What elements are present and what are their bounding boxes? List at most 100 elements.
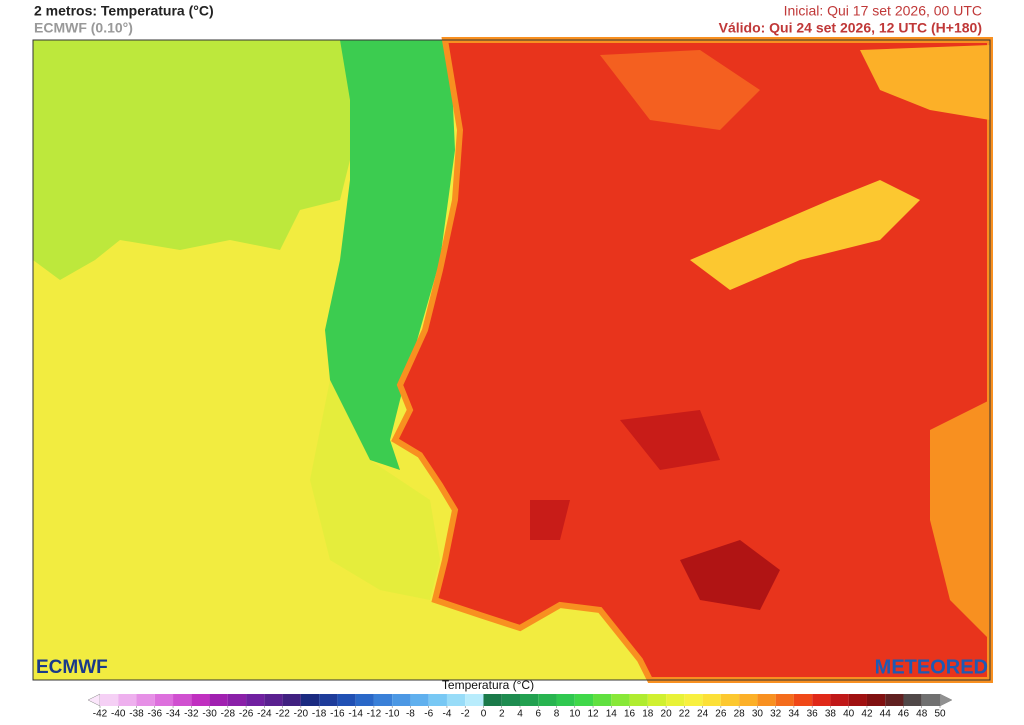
valid-time: Válido: Qui 24 set 2026, 12 UTC (H+180): [719, 20, 982, 36]
colorbar-segment: [465, 694, 484, 706]
colorbar-arrow-high: [939, 693, 953, 707]
colorbar-tick-label: 42: [861, 709, 873, 720]
colorbar-tick-label: -28: [221, 709, 236, 720]
colorbar-segment: [848, 694, 867, 706]
colorbar-segment: [720, 694, 740, 706]
colorbar-tick-label: -6: [424, 709, 433, 720]
colorbar-segment: [611, 694, 630, 706]
colorbar-segment: [666, 694, 685, 706]
colorbar-segment: [154, 694, 174, 706]
colorbar-segment: [446, 694, 466, 706]
map: [32, 37, 993, 683]
colorbar-tick-label: -8: [406, 709, 415, 720]
colorbar-segment: [227, 694, 247, 706]
colorbar-tick-label: 26: [715, 709, 727, 720]
colorbar-tick-label: 46: [898, 709, 910, 720]
colorbar-segment: [191, 694, 210, 706]
colorbar-segment: [282, 694, 301, 706]
colorbar-segment: [574, 694, 594, 706]
colorbar-segment: [812, 694, 831, 706]
ecmwf-logo: ECMWF: [36, 657, 108, 678]
colorbar-tick-label: 20: [661, 709, 673, 720]
colorbar-segment: [629, 694, 648, 706]
colorbar-tick-label: -36: [148, 709, 163, 720]
initial-time: Inicial: Qui 17 set 2026, 00 UTC: [784, 3, 982, 19]
mountains: [930, 400, 990, 640]
colorbar-segment: [866, 694, 886, 706]
hot-area: [680, 540, 780, 610]
colorbar-tick-label: -20: [294, 709, 309, 720]
colorbar-tick-label: -22: [275, 709, 290, 720]
ocean-mild: [33, 40, 380, 280]
colorbar-segment: [793, 694, 813, 706]
colorbar-segment: [684, 694, 703, 706]
colorbar-tick-label: -18: [312, 709, 327, 720]
colorbar-segment: [264, 694, 283, 706]
colorbar-tick-label: -12: [367, 709, 382, 720]
colorbar-tick-label: 38: [825, 709, 837, 720]
mountains: [860, 45, 990, 120]
colorbar-tick-label: 4: [517, 709, 523, 720]
colorbar-segment: [921, 694, 940, 706]
colorbar-segment: [538, 694, 557, 706]
map-title: 2 metros: Temperatura (°C): [34, 3, 214, 19]
colorbar-tick-label: 30: [752, 709, 764, 720]
colorbar-tick-label: -38: [129, 709, 144, 720]
colorbar-segment: [903, 694, 922, 706]
colorbar-segment: [775, 694, 794, 706]
colorbar-tick-label: 10: [569, 709, 581, 720]
land-warm: [600, 50, 760, 130]
model-label: ECMWF (0.10°): [34, 20, 133, 36]
colorbar-tick-label: 0: [481, 709, 487, 720]
colorbar-segment: [428, 694, 447, 706]
colorbar-segment: [209, 694, 228, 706]
colorbar-tick-label: 2: [499, 709, 505, 720]
colorbar-segment: [355, 694, 374, 706]
colorbar-tick-label: 34: [788, 709, 800, 720]
colorbar-tick-label: -34: [166, 709, 181, 720]
colorbar-tick-label: -16: [330, 709, 345, 720]
colorbar-tick-label: 28: [734, 709, 746, 720]
colorbar-tick-label: 8: [554, 709, 560, 720]
colorbar-segment: [885, 694, 904, 706]
colorbar-segment: [593, 694, 612, 706]
colorbar-segment: [118, 694, 137, 706]
colorbar-tick-label: -14: [348, 709, 363, 720]
colorbar-arrow-low: [87, 693, 101, 707]
colorbar-segment: [647, 694, 667, 706]
colorbar-tick-label: 40: [843, 709, 855, 720]
colorbar-segment: [757, 694, 776, 706]
colorbar-tick-label: 18: [642, 709, 654, 720]
colorbar-segment: [246, 694, 265, 706]
colorbar-tick-label: -30: [202, 709, 217, 720]
colorbar-segment: [556, 694, 575, 706]
colorbar-tick-label: -42: [93, 709, 108, 720]
colorbar-segment: [739, 694, 758, 706]
colorbar-segment: [300, 694, 320, 706]
colorbar-tick-label: -2: [461, 709, 470, 720]
colorbar-segment: [483, 694, 502, 706]
colorbar-tick-label: 32: [770, 709, 782, 720]
colorbar-tick-label: -4: [443, 709, 452, 720]
colorbar-segment: [830, 694, 849, 706]
colorbar-segment: [702, 694, 721, 706]
hot-area: [530, 500, 570, 540]
colorbar-segment: [410, 694, 429, 706]
colorbar-tick-label: 44: [880, 709, 892, 720]
ocean-band: [310, 380, 440, 600]
colorbar-segment: [173, 694, 192, 706]
mountains: [690, 180, 920, 290]
colorbar-segment: [319, 694, 338, 706]
colorbar-tick-label: 36: [807, 709, 819, 720]
colorbar-tick-label: -24: [257, 709, 272, 720]
colorbar-tick-label: 22: [679, 709, 691, 720]
colorbar-tick-label: -32: [184, 709, 199, 720]
colorbar-tick-label: -40: [111, 709, 126, 720]
colorbar-tick-label: -26: [239, 709, 254, 720]
colorbar-tick-label: 16: [624, 709, 636, 720]
colorbar-segment: [501, 694, 520, 706]
colorbar-segment: [136, 694, 155, 706]
colorbar-tick-label: 48: [916, 709, 928, 720]
colorbar-title: Temperatura (°C): [442, 678, 534, 692]
